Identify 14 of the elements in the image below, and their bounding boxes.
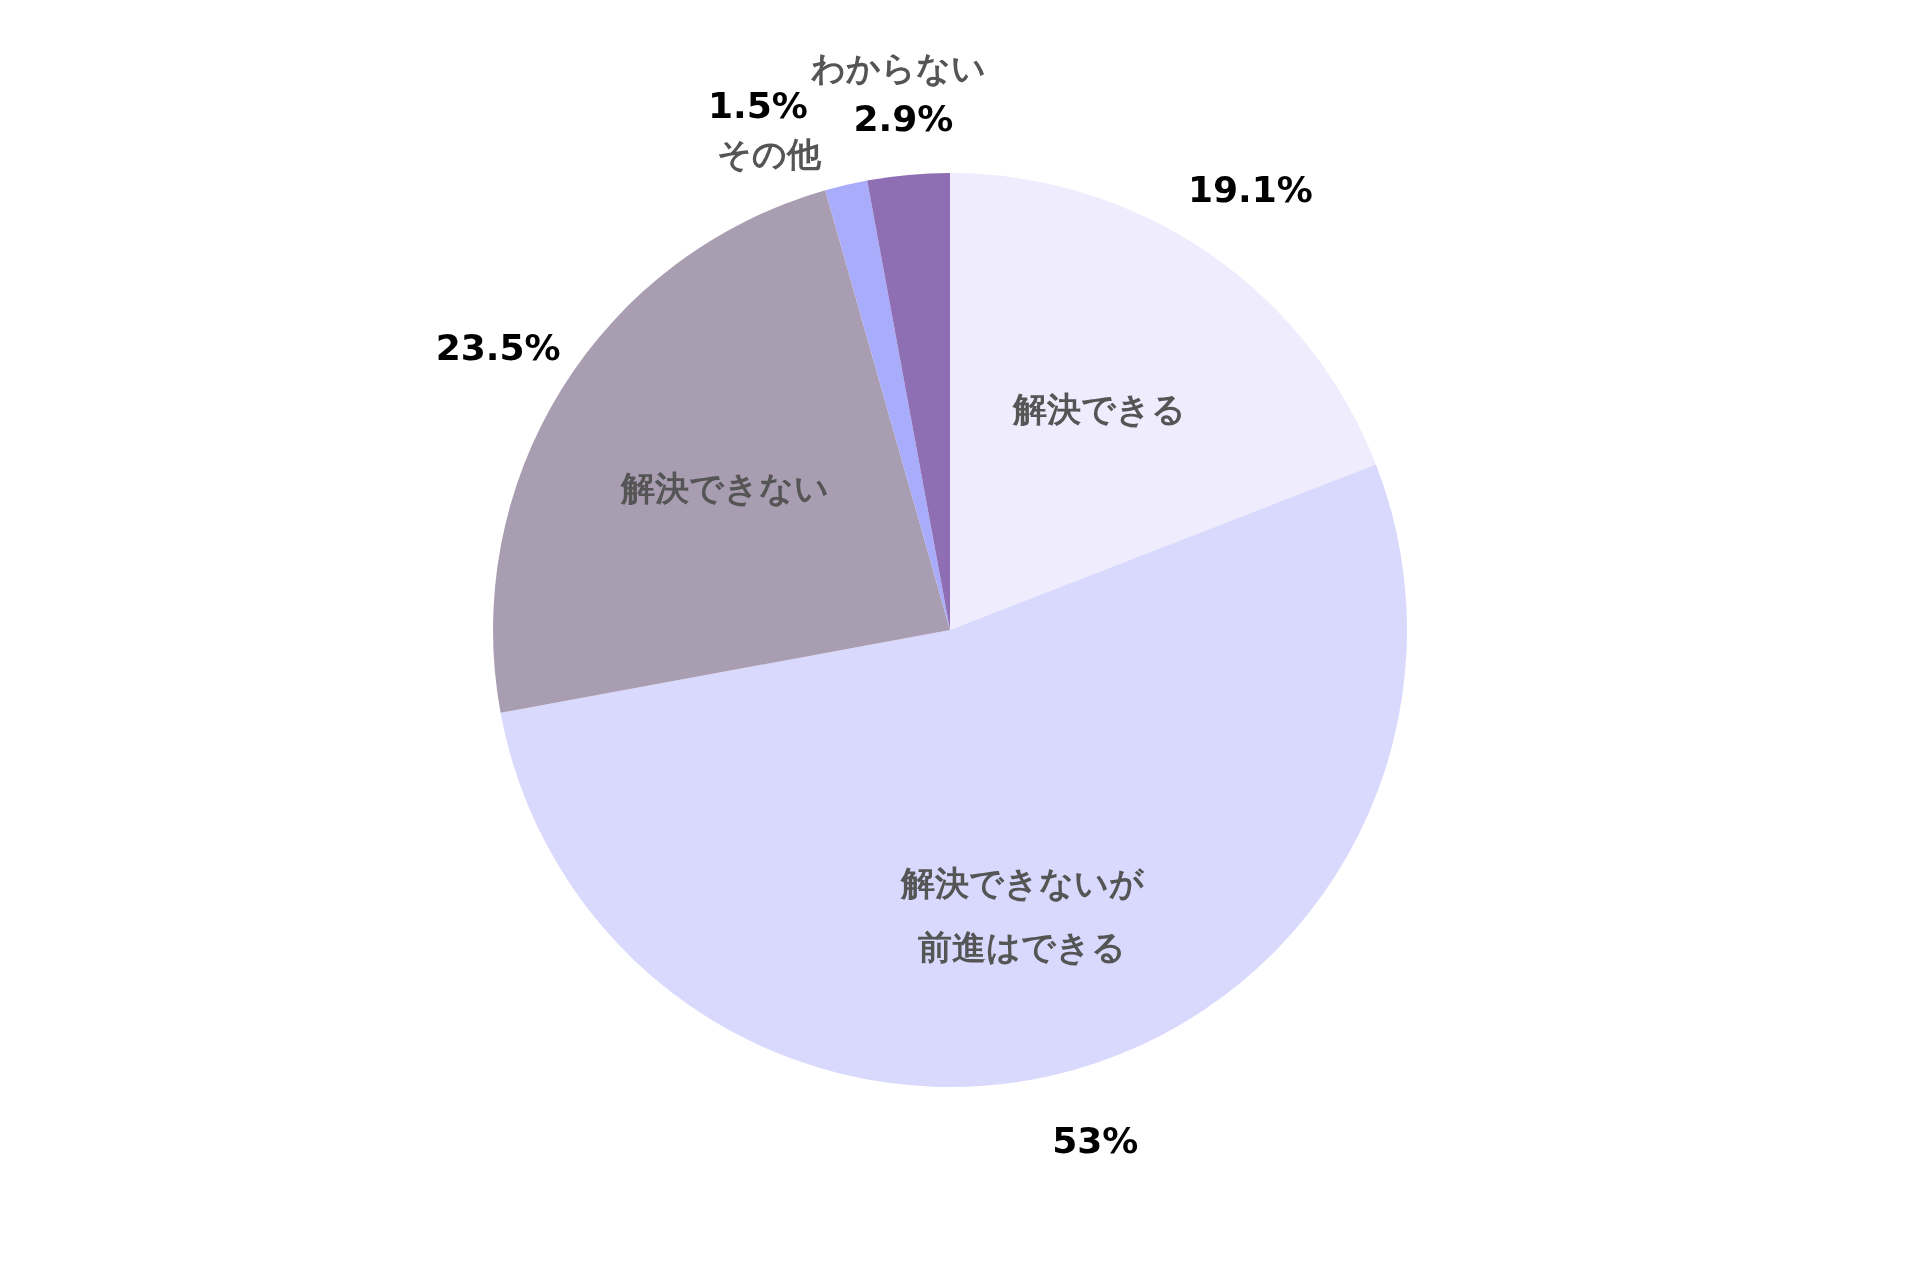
data-label: 19.1% bbox=[1187, 168, 1313, 210]
pie-slice bbox=[867, 173, 950, 630]
data-label: 53% bbox=[1052, 1119, 1139, 1161]
pie-slice bbox=[950, 173, 1376, 630]
data-label: 23.5% bbox=[435, 327, 561, 369]
slice-label: 解決できないが前進はできる bbox=[899, 863, 1145, 967]
slice-label: 解決できない bbox=[619, 468, 829, 509]
slice-label: わからない bbox=[811, 48, 987, 89]
pie-slice bbox=[825, 180, 950, 630]
data-label: 1.5% bbox=[708, 85, 808, 127]
slice-label: 解決できる bbox=[1012, 389, 1187, 430]
slice-label: その他 bbox=[717, 133, 823, 174]
pie-slice bbox=[500, 464, 1407, 1087]
data-label: 2.9% bbox=[853, 98, 954, 140]
